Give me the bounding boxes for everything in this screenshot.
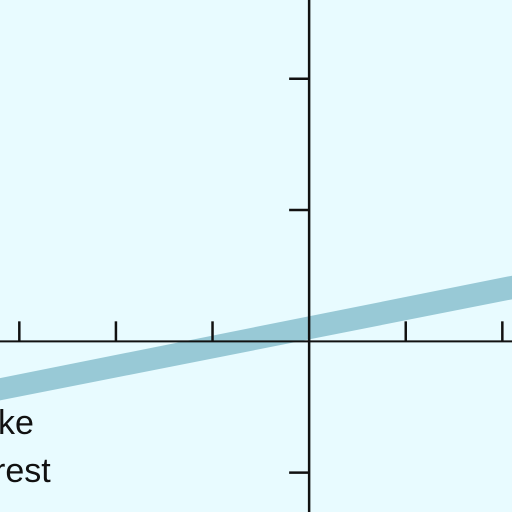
legend-text-2: rest [0, 452, 51, 490]
legend-text-1: ke [0, 404, 34, 442]
band-series-0 [0, 275, 512, 401]
